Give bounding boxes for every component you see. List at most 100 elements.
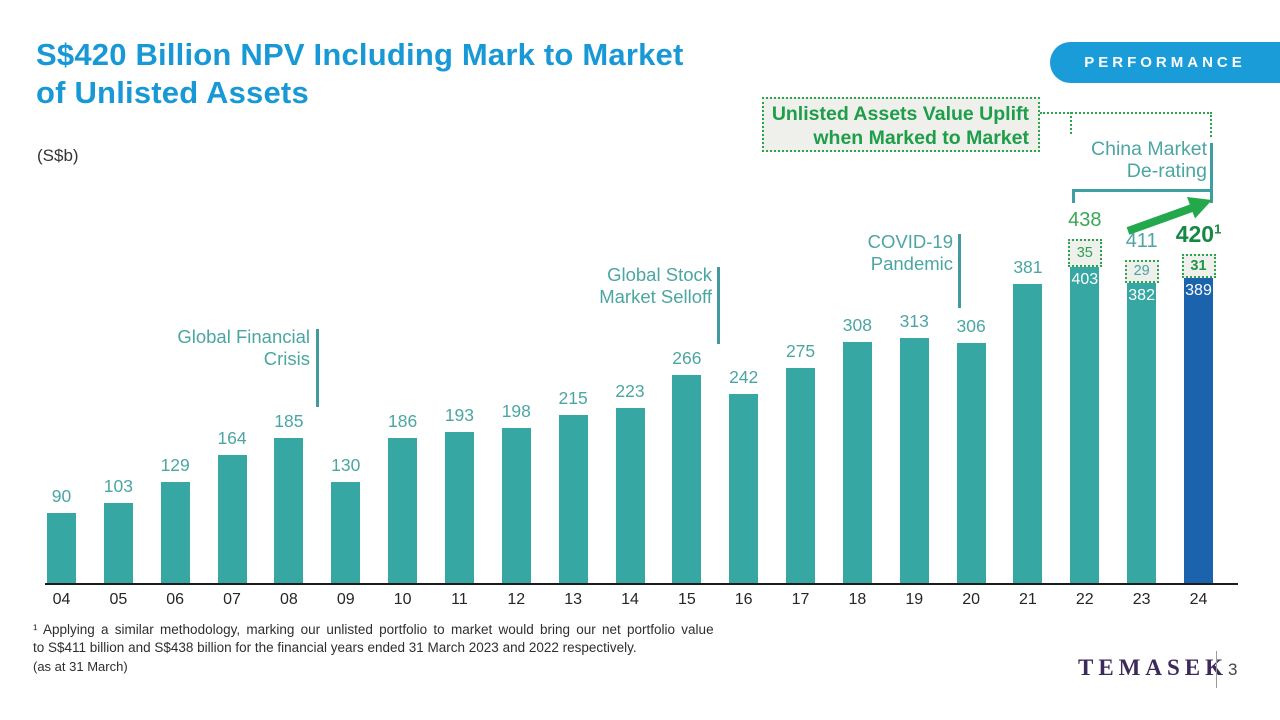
temasek-logo: TEMASEK <box>1078 655 1229 680</box>
uplift-callout-line2: when Marked to Market <box>813 127 1029 149</box>
uplift-trend-arrow-icon <box>1126 197 1212 235</box>
bar-18 <box>842 342 872 584</box>
bar-base-label-23: 382 <box>1128 287 1155 304</box>
callout-connector-horizontal <box>1040 112 1212 114</box>
x-tick-19: 19 <box>905 591 924 608</box>
value-label-06: 129 <box>160 455 190 475</box>
bar-12 <box>501 428 531 584</box>
total-label-22: 438 <box>1068 209 1102 231</box>
value-label-10: 186 <box>387 411 418 431</box>
as-at-label: (as at 31 March) <box>33 659 128 674</box>
covid-line2: Pandemic <box>870 253 953 274</box>
bar-11 <box>444 432 474 584</box>
x-axis-line <box>45 583 1238 585</box>
x-tick-22: 22 <box>1075 591 1094 608</box>
value-label-12: 198 <box>501 401 531 421</box>
bar-23 <box>1127 283 1157 584</box>
performance-badge: PERFORMANCE <box>1050 42 1280 83</box>
x-tick-24: 24 <box>1189 591 1208 608</box>
x-tick-10: 10 <box>393 591 412 608</box>
covid-line1: COVID-19 <box>867 231 953 252</box>
gfc-line1: Global Financial <box>177 326 310 347</box>
bar-04 <box>47 513 76 584</box>
bar-15 <box>672 375 702 584</box>
callout-connector-right <box>1210 112 1212 137</box>
x-tick-08: 08 <box>279 591 298 608</box>
china-derating-annotation: China Market De-rating <box>1000 138 1207 182</box>
bar-17 <box>786 368 816 584</box>
value-label-04: 90 <box>51 486 72 506</box>
value-label-18: 308 <box>842 315 872 335</box>
x-tick-15: 15 <box>677 591 696 608</box>
uplift-box-22: 35 <box>1067 239 1102 267</box>
china-derating-line1: China Market <box>1091 138 1207 160</box>
x-tick-09: 09 <box>336 591 355 608</box>
bar-24 <box>1184 278 1213 584</box>
gfc-line2: Crisis <box>263 348 310 369</box>
bar-10 <box>388 438 418 584</box>
china-derating-vline <box>1210 143 1213 203</box>
value-label-13: 215 <box>558 388 588 408</box>
bar-05 <box>103 503 133 584</box>
page-number: 3 <box>1228 660 1238 679</box>
x-tick-11: 11 <box>451 591 468 608</box>
selloff-line1: Global Stock <box>607 264 712 285</box>
selloff-annotation: Global Stock Market Selloff <box>540 264 712 308</box>
bar-06 <box>160 482 190 584</box>
bar-base-label-24: 389 <box>1185 282 1212 299</box>
value-label-09: 130 <box>331 455 361 475</box>
gfc-marker-line <box>316 329 319 407</box>
value-label-14: 223 <box>615 381 645 401</box>
footnote-line2: to S$411 billion and S$438 billion for t… <box>33 640 637 655</box>
uplift-callout-line1: Unlisted Assets Value Uplift <box>771 103 1029 125</box>
units-label: (S$b) <box>37 146 79 165</box>
china-derating-line2: De-rating <box>1126 159 1207 182</box>
x-tick-16: 16 <box>734 591 753 608</box>
covid-annotation: COVID-19 Pandemic <box>800 231 953 275</box>
value-label-05: 103 <box>103 476 133 496</box>
bar-14 <box>615 408 645 584</box>
page-title-line2: of Unlisted Assets <box>36 75 309 110</box>
value-label-07: 164 <box>217 428 247 448</box>
selloff-marker-line <box>717 267 720 344</box>
x-tick-21: 21 <box>1019 591 1037 608</box>
total-label-23: 411 <box>1125 230 1158 252</box>
bar-07 <box>217 455 247 584</box>
page-title: S$420 Billion NPV Including Mark to Mark… <box>36 36 836 112</box>
value-label-21: 381 <box>1013 257 1043 277</box>
value-label-08: 185 <box>274 411 304 431</box>
selloff-line2: Market Selloff <box>599 286 712 307</box>
uplift-box-24: 31 <box>1181 254 1216 278</box>
callout-connector-left <box>1070 112 1072 134</box>
gfc-annotation: Global Financial Crisis <box>140 326 310 370</box>
bar-09 <box>331 482 361 584</box>
bar-16 <box>729 394 759 584</box>
x-tick-12: 12 <box>507 591 526 608</box>
value-label-16: 242 <box>729 367 759 387</box>
china-derating-bracket <box>1072 189 1213 192</box>
total-label-24: 4201 <box>1175 221 1222 247</box>
value-label-11: 193 <box>444 405 475 425</box>
bar-08 <box>274 438 304 584</box>
x-tick-18: 18 <box>848 591 867 608</box>
value-label-15: 266 <box>672 348 702 368</box>
footnote-line1: ¹ Applying a similar methodology, markin… <box>33 622 714 637</box>
bar-base-label-22: 403 <box>1071 271 1099 288</box>
x-tick-14: 14 <box>621 591 639 608</box>
footnote: ¹ Applying a similar methodology, markin… <box>33 621 745 657</box>
covid-marker-line <box>958 234 961 308</box>
x-tick-20: 20 <box>962 591 980 608</box>
x-tick-07: 07 <box>223 591 241 608</box>
x-tick-13: 13 <box>564 591 583 608</box>
value-label-17: 275 <box>785 341 816 361</box>
x-tick-17: 17 <box>791 591 810 608</box>
x-tick-04: 04 <box>52 591 71 608</box>
page-title-line1: S$420 Billion NPV Including Mark to Mark… <box>36 37 684 72</box>
bar-22 <box>1070 267 1100 584</box>
x-tick-05: 05 <box>109 591 128 608</box>
uplift-callout-box: Unlisted Assets Value Uplift when Marked… <box>762 97 1040 152</box>
bar-21 <box>1013 284 1043 584</box>
x-tick-23: 23 <box>1132 591 1151 608</box>
x-tick-06: 06 <box>166 591 185 608</box>
